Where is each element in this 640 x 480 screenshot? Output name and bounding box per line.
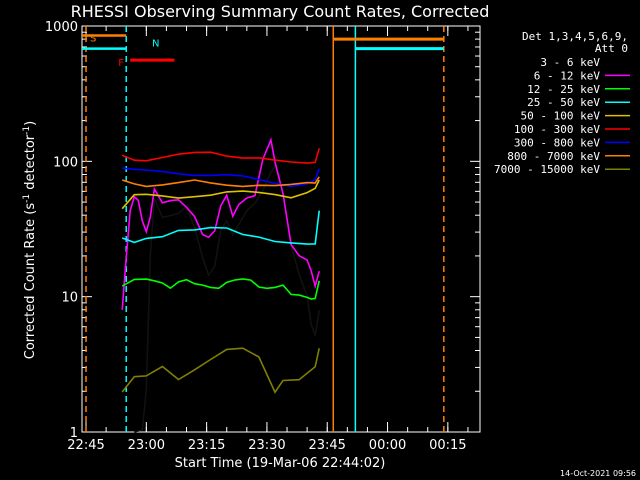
series-line: [121, 176, 320, 188]
series-line: [121, 179, 320, 210]
flag-label: N: [152, 39, 159, 50]
legend-header: Att 0: [595, 42, 628, 55]
flag-label: F: [118, 58, 124, 69]
series-line: [121, 347, 320, 394]
flag-label: S: [90, 34, 96, 45]
y-tick-label: 100: [53, 155, 78, 170]
axes-frame: [81, 25, 481, 433]
legend-entry-label: 7000 - 15000 keV: [494, 163, 600, 176]
y-axis-label-part: Corrected Count Rate (s: [23, 203, 38, 360]
y-tick-label: 1000: [45, 20, 78, 35]
x-tick-label: 23:15: [188, 438, 225, 453]
series-line: [121, 137, 320, 310]
y-axis-label: Corrected Count Rate (s-1 detector-1): [22, 121, 38, 359]
x-tick-label: 23:30: [248, 438, 285, 453]
y-tick-label: 10: [61, 291, 78, 306]
x-tick-label: 00:15: [429, 438, 466, 453]
x-axis-label: Start Time (19-Mar-06 22:44:02): [175, 456, 386, 471]
series-line: [134, 164, 320, 433]
legend-entry-label: 100 - 300 keV: [514, 123, 600, 136]
legend-entry-label: 25 - 50 keV: [527, 96, 600, 109]
legend-entry-label: 50 - 100 keV: [521, 110, 601, 123]
legend-entry-label: 12 - 25 keV: [527, 83, 600, 96]
series-line: [122, 167, 320, 188]
y-axis-label-part: ): [23, 121, 38, 126]
series-line: [121, 210, 320, 245]
series-line: [121, 278, 320, 300]
x-tick-label: 00:00: [369, 438, 406, 453]
chart-title: RHESSI Observing Summary Count Rates, Co…: [71, 2, 490, 21]
legend-header: Det 1,3,4,5,6,9,: [522, 30, 628, 43]
y-tick-label: 1: [70, 426, 78, 441]
y-axis-label-part: detector: [23, 134, 38, 194]
legend-entry-label: 300 - 800 keV: [514, 136, 600, 149]
y-axis-label-part: -1: [22, 194, 32, 203]
x-tick-label: 22:45: [67, 438, 104, 453]
legend-entry-label: 6 - 12 keV: [534, 69, 601, 82]
series-line: [121, 148, 320, 164]
y-axis-label-part: -1: [22, 126, 32, 135]
plot-area: 1 10 100 1000 22:45 23:00 23:15 23:30 23:45 00:00…: [45, 20, 481, 453]
x-tick-label: 23:00: [128, 438, 165, 453]
legend-entry-label: 800 - 7000 keV: [507, 150, 600, 163]
legend-entry-label: 3 - 6 keV: [540, 56, 600, 69]
x-tick-label: 23:45: [308, 438, 345, 453]
footer-timestamp: 14-Oct-2021 09:56: [560, 469, 636, 478]
